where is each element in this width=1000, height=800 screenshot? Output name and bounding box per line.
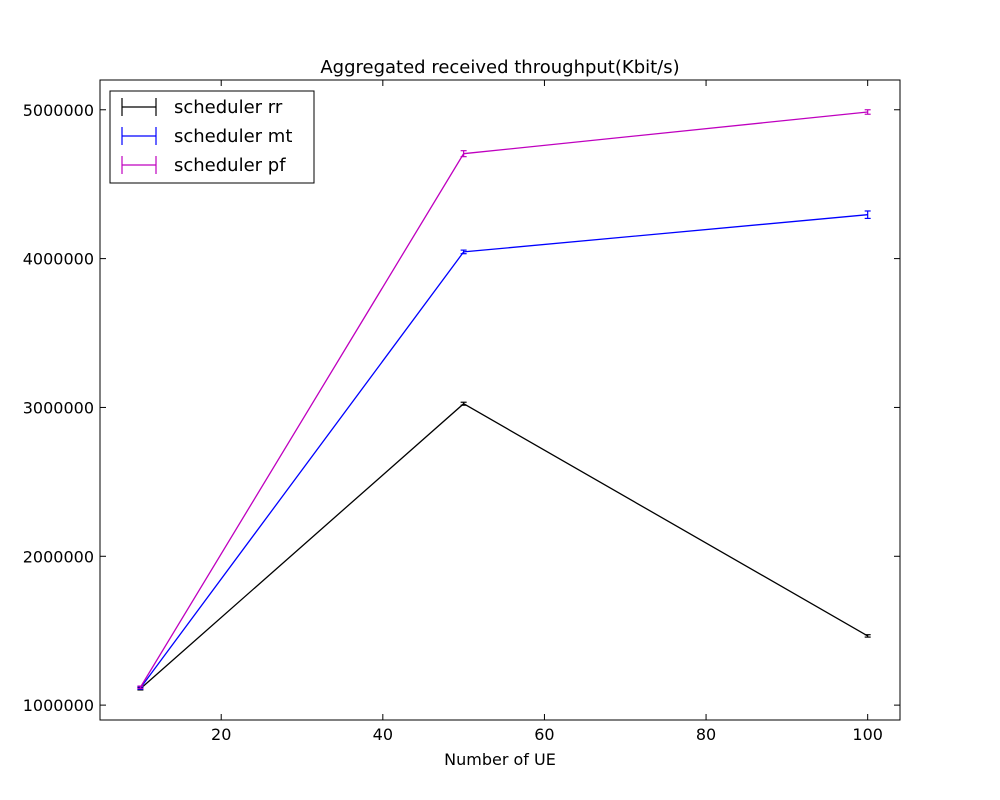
y-tick-label: 1000000: [23, 696, 94, 715]
legend-entry: scheduler mt: [121, 126, 292, 147]
series-scheduler-rr: [137, 401, 871, 691]
series-scheduler-mt: [137, 210, 871, 690]
legend-label: scheduler mt: [174, 126, 292, 147]
x-tick-label: 80: [696, 725, 716, 744]
axes: 20 40 60 80 100 1000000 2000000 3000000 4000000 5…: [23, 80, 900, 744]
legend-box: [109, 90, 315, 184]
legend-label: scheduler rr: [174, 97, 283, 118]
legend: scheduler rr scheduler mt scheduler pf: [109, 90, 315, 184]
series-line: [139, 111, 868, 688]
series-line: [139, 402, 869, 690]
legend-entry: scheduler rr: [121, 97, 283, 118]
plot-area: [137, 109, 871, 691]
x-tick-label: 20: [211, 725, 231, 744]
y-tick-label: 4000000: [23, 250, 94, 269]
x-tick-label: 40: [373, 725, 393, 744]
x-tick-label: 100: [852, 725, 883, 744]
y-tick-label: 5000000: [23, 101, 94, 120]
plot-frame: [99, 79, 901, 721]
x-tick-label: 60: [534, 725, 554, 744]
legend-entry: scheduler pf: [121, 155, 286, 176]
series-line: [139, 214, 868, 689]
y-tick-label: 2000000: [23, 547, 94, 566]
x-axis-label: Number of UE: [444, 750, 556, 769]
chart-title: Aggregated received throughput(Kbit/s): [320, 57, 679, 78]
legend-label: scheduler pf: [174, 155, 286, 176]
y-tick-label: 3000000: [23, 398, 94, 417]
series-scheduler-pf: [137, 109, 871, 690]
